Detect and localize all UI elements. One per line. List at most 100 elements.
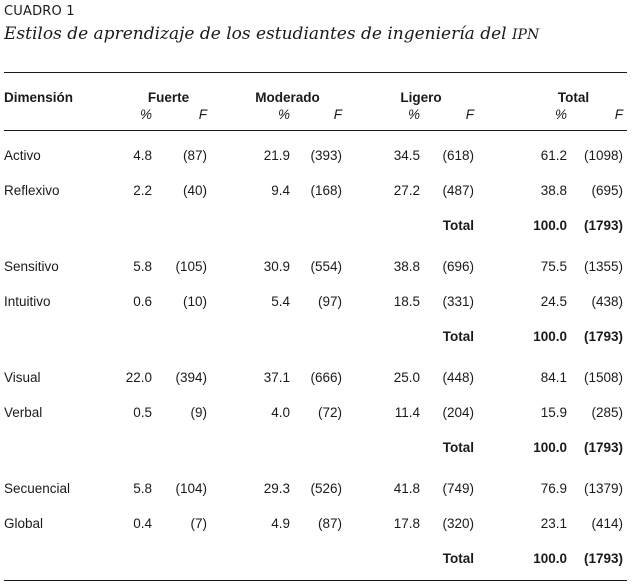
freq-cell: (526) xyxy=(310,481,342,496)
total-freq: (1793) xyxy=(583,440,623,455)
pct-cell: 5.8 xyxy=(133,481,152,496)
pct-cell: 0.4 xyxy=(133,516,152,531)
total-label: Total xyxy=(442,551,474,566)
pct-cell: 23.1 xyxy=(540,516,567,531)
subheader-pct: % xyxy=(278,107,291,122)
pct-cell: 37.1 xyxy=(263,370,290,385)
header-fuerte: Fuerte xyxy=(147,90,190,105)
freq-cell: (438) xyxy=(591,294,623,309)
freq-cell: (749) xyxy=(442,481,474,496)
dimension-name: Global xyxy=(4,516,44,531)
total-pct: 100.0 xyxy=(533,329,567,344)
freq-cell: (554) xyxy=(310,259,342,274)
freq-cell: (394) xyxy=(175,370,207,385)
freq-cell: (97) xyxy=(317,294,342,309)
pct-cell: 11.4 xyxy=(394,405,420,420)
dimension-name: Intuitivo xyxy=(4,294,51,309)
header-ligero: Ligero xyxy=(400,90,442,105)
pct-cell: 75.5 xyxy=(540,259,567,274)
pct-cell: 21.9 xyxy=(263,148,290,163)
pct-cell: 84.1 xyxy=(540,370,567,385)
dimension-name: Visual xyxy=(4,370,41,385)
table-label: CUADRO 1 xyxy=(4,4,75,19)
header-moderado: Moderado xyxy=(255,90,320,105)
table-row: Visual 22.0 (394) 37.1 (666) 25.0 (448) 84.1 (15… xyxy=(4,360,627,395)
header-rule xyxy=(4,130,627,131)
total-pct: 100.0 xyxy=(533,551,567,566)
header-dimension: Dimensión xyxy=(4,90,74,105)
pct-cell: 41.8 xyxy=(393,481,420,496)
freq-cell: (168) xyxy=(310,183,342,198)
freq-cell: (1508) xyxy=(583,370,623,385)
table-row: Global 0.4 (7) 4.9 (87) 17.8 (320) 23.1 (414) xyxy=(4,506,627,541)
pct-cell: 61.2 xyxy=(540,148,567,163)
freq-cell: (105) xyxy=(175,259,207,274)
header-total: Total xyxy=(557,90,590,105)
freq-cell: (1379) xyxy=(583,481,623,496)
table-row: Verbal 0.5 (9) 4.0 (72) 11.4 (204) 15.9 (285) xyxy=(4,395,627,430)
data-table: Activo 4.8 (87) 21.9 (393) 34.5 (618) 61.2 (1098… xyxy=(4,138,627,576)
pct-cell: 24.5 xyxy=(540,294,567,309)
pct-cell: 34.5 xyxy=(393,148,420,163)
pct-cell: 4.0 xyxy=(271,405,290,420)
pct-cell: 38.8 xyxy=(393,259,420,274)
table-row: Secuencial 5.8 (104) 29.3 (526) 41.8 (749) 76.9… xyxy=(4,471,627,506)
subheader-pct: % xyxy=(408,107,421,122)
table-caption: Estilos de aprendizaje de los estudiante… xyxy=(4,24,539,44)
freq-cell: (1355) xyxy=(583,259,623,274)
freq-cell: (204) xyxy=(442,405,474,420)
pct-cell: 0.5 xyxy=(133,405,152,420)
pct-cell: 4.8 xyxy=(133,148,152,163)
freq-cell: (87) xyxy=(182,148,207,163)
total-label: Total xyxy=(442,440,474,455)
table-row: Intuitivo 0.6 (10) 5.4 (97) 18.5 (331) 24.5 (438… xyxy=(4,284,627,319)
pct-cell: 22.0 xyxy=(125,370,152,385)
freq-cell: (87) xyxy=(317,516,342,531)
total-row: Total 100.0 (1793) xyxy=(4,319,627,354)
subheader-freq: F xyxy=(333,107,343,122)
pct-cell: 15.9 xyxy=(540,405,567,420)
subheader-freq: F xyxy=(614,107,624,122)
freq-cell: (696) xyxy=(442,259,474,274)
freq-cell: (40) xyxy=(182,183,207,198)
table-row: Reflexivo 2.2 (40) 9.4 (168) 27.2 (487) 38.8 (69… xyxy=(4,173,627,208)
pct-cell: 38.8 xyxy=(540,183,567,198)
freq-cell: (695) xyxy=(591,183,623,198)
caption-main: Estilos de aprendizaje de los estudiante… xyxy=(4,24,512,44)
bottom-rule xyxy=(4,580,627,581)
caption-abbr: IPN xyxy=(512,27,540,43)
total-pct: 100.0 xyxy=(533,440,567,455)
table-row: Sensitivo 5.8 (105) 30.9 (554) 38.8 (696) 75.5 (… xyxy=(4,249,627,284)
freq-cell: (331) xyxy=(442,294,474,309)
total-label: Total xyxy=(442,329,474,344)
header-table: Dimensión Fuerte Moderado Ligero Total %… xyxy=(4,89,627,123)
total-label: Total xyxy=(442,218,474,233)
pct-cell: 29.3 xyxy=(263,481,290,496)
pct-cell: 0.6 xyxy=(133,294,152,309)
pct-cell: 2.2 xyxy=(133,183,152,198)
subheader-freq: F xyxy=(198,107,208,122)
top-rule xyxy=(4,72,627,73)
total-freq: (1793) xyxy=(583,218,623,233)
dimension-name: Reflexivo xyxy=(4,183,60,198)
freq-cell: (104) xyxy=(175,481,207,496)
freq-cell: (487) xyxy=(442,183,474,198)
dimension-name: Sensitivo xyxy=(4,259,59,274)
dimension-name: Secuencial xyxy=(4,481,71,496)
pct-cell: 4.9 xyxy=(271,516,290,531)
subheader-freq: F xyxy=(465,107,475,122)
dimension-name: Activo xyxy=(4,148,41,163)
pct-cell: 17.8 xyxy=(393,516,420,531)
freq-cell: (285) xyxy=(591,405,623,420)
freq-cell: (72) xyxy=(317,405,342,420)
pct-cell: 30.9 xyxy=(263,259,290,274)
freq-cell: (618) xyxy=(442,148,474,163)
freq-cell: (393) xyxy=(310,148,342,163)
total-pct: 100.0 xyxy=(533,218,567,233)
total-row: Total 100.0 (1793) xyxy=(4,541,627,576)
pct-cell: 5.4 xyxy=(271,294,290,309)
subheader-pct: % xyxy=(555,107,568,122)
table-row: Activo 4.8 (87) 21.9 (393) 34.5 (618) 61.2 (1098… xyxy=(4,138,627,173)
total-row: Total 100.0 (1793) xyxy=(4,208,627,243)
freq-cell: (1098) xyxy=(583,148,623,163)
